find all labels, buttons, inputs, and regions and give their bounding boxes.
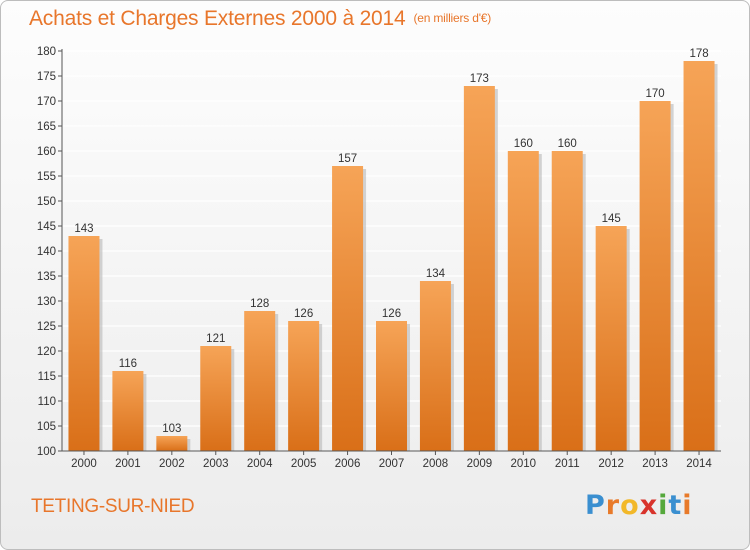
y-tick-label: 145 xyxy=(37,221,56,233)
data-label: 128 xyxy=(250,298,269,310)
x-tick-label: 2012 xyxy=(598,458,624,470)
y-tick-label: 140 xyxy=(37,246,56,258)
bar-2012 xyxy=(595,226,627,451)
y-tick-label: 135 xyxy=(37,271,56,283)
x-tick-label: 2003 xyxy=(203,458,229,470)
bar-2009 xyxy=(463,86,495,451)
logo-letter: x xyxy=(639,490,659,521)
x-tick-label: 2004 xyxy=(247,458,273,470)
y-tick-label: 100 xyxy=(37,446,56,458)
bar-2004 xyxy=(244,311,276,451)
logo-letter: i xyxy=(682,490,693,521)
y-tick-label: 155 xyxy=(37,171,56,183)
chart-title: Achats et Charges Externes 2000 à 2014 (e… xyxy=(29,7,492,30)
bar-2010 xyxy=(507,151,539,451)
logo-letter: i xyxy=(658,490,669,521)
y-tick-label: 150 xyxy=(37,196,56,208)
y-tick-label: 180 xyxy=(37,46,56,58)
bar-2008 xyxy=(419,281,451,451)
x-tick-label: 2007 xyxy=(379,458,405,470)
bar-2011 xyxy=(551,151,583,451)
x-tick-label: 2014 xyxy=(686,458,712,470)
bar-2003 xyxy=(200,346,232,451)
commune-name: TETING-SUR-NIED xyxy=(31,496,195,517)
logo-letter: o xyxy=(620,490,640,521)
y-tick-label: 115 xyxy=(38,371,56,383)
x-tick-label: 2000 xyxy=(71,458,97,470)
chart-subtitle: (en milliers d'€) xyxy=(413,11,492,25)
y-tick-label: 125 xyxy=(37,321,56,333)
y-tick-label: 120 xyxy=(37,346,56,358)
data-labels: 143 116 103 121 128 126 157 126 134 173 160 160 145 1… xyxy=(74,48,708,435)
bar-2007 xyxy=(376,321,407,451)
data-label: 116 xyxy=(119,358,137,370)
data-label: 134 xyxy=(426,268,446,280)
data-label: 178 xyxy=(689,48,708,60)
bars xyxy=(68,61,718,451)
data-label: 160 xyxy=(514,138,533,150)
x-tick-label: 2010 xyxy=(511,458,537,470)
proxiti-logo: Proxiti xyxy=(585,490,693,521)
bar-2014 xyxy=(683,61,715,451)
x-tick-label: 2005 xyxy=(291,458,317,470)
y-tick-label: 165 xyxy=(37,121,56,133)
x-tick-label: 2013 xyxy=(642,458,668,470)
bar-2001 xyxy=(112,371,144,451)
data-label: 143 xyxy=(74,223,93,235)
data-label: 157 xyxy=(338,153,357,165)
bar-2006 xyxy=(332,166,364,451)
x-tick-label: 2002 xyxy=(159,458,185,470)
x-tick-label: 2011 xyxy=(555,458,580,470)
x-tick-label: 2008 xyxy=(423,458,449,470)
y-tick-label: 105 xyxy=(37,421,56,433)
data-label: 121 xyxy=(206,333,225,345)
bar-2013 xyxy=(639,101,671,451)
data-label: 145 xyxy=(602,213,621,225)
x-tick-label: 2006 xyxy=(335,458,361,470)
x-tick-label: 2009 xyxy=(467,458,493,470)
y-tick-label: 175 xyxy=(37,71,56,83)
bar-2005 xyxy=(288,321,320,451)
axes: 1001051101151201251301351401451501551601… xyxy=(37,46,721,470)
data-label: 126 xyxy=(382,308,401,320)
x-tick-label: 2001 xyxy=(115,458,141,470)
data-label: 103 xyxy=(162,423,181,435)
data-label: 170 xyxy=(646,88,665,100)
y-tick-label: 130 xyxy=(37,296,56,308)
y-tick-label: 170 xyxy=(37,96,56,108)
logo-letter: P xyxy=(585,490,606,521)
y-tick-label: 110 xyxy=(38,396,56,408)
data-label: 160 xyxy=(558,138,577,150)
bar-2000 xyxy=(68,236,100,451)
logo-letter: r xyxy=(605,490,621,521)
y-tick-label: 160 xyxy=(37,146,56,158)
data-label: 126 xyxy=(294,308,313,320)
bar-2002 xyxy=(156,436,188,451)
data-label: 173 xyxy=(470,73,489,85)
logo-letter: t xyxy=(668,490,683,521)
